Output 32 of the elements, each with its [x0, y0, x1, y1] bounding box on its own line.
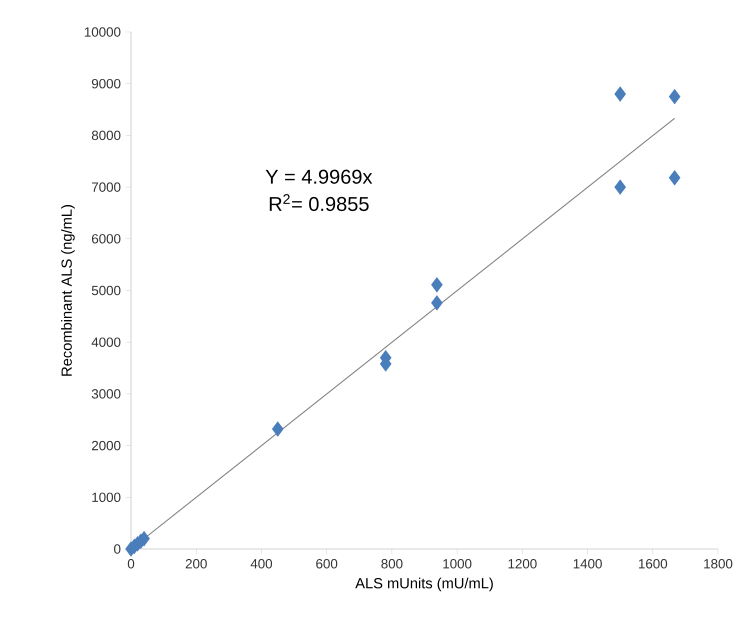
y-tick-label: 3000 [92, 389, 120, 399]
y-tick-label: 1000 [92, 492, 120, 502]
y-tick-label: 9000 [92, 78, 120, 88]
x-tick-label: 1600 [638, 559, 668, 568]
x-axis-title: ALS mUnits (mU/mL) [355, 578, 493, 592]
x-tick-label: 400 [250, 559, 272, 568]
point [614, 86, 626, 102]
point [668, 170, 680, 186]
point [431, 277, 443, 292]
y-tick-label: 6000 [92, 234, 120, 244]
point [614, 179, 626, 195]
point [431, 295, 443, 311]
annotation: Y = 4.9969x [266, 170, 372, 184]
y-axis-title: Recombinant ALS (ng/mL) [61, 205, 75, 376]
y-tick-label: 0 [114, 544, 120, 554]
y-tick-label: 10000 [84, 27, 120, 37]
y-tick-label: 7000 [92, 182, 120, 192]
x-tick-label: 1200 [508, 559, 537, 568]
annotation: R$^{2}$= 0.9855 [270, 194, 369, 212]
y-tick-label: 2000 [92, 440, 120, 450]
point [668, 89, 680, 104]
point [272, 421, 284, 437]
x-tick-label: 1800 [704, 559, 732, 568]
y-tick-label: 8000 [92, 130, 120, 140]
x-tick-label: 0 [128, 559, 134, 568]
x-tick-label: 600 [316, 559, 338, 568]
x-tick-label: 1000 [443, 559, 472, 568]
x-tick-label: 200 [186, 559, 207, 568]
y-tick-label: 5000 [92, 286, 120, 296]
y-tick-label: 4000 [92, 337, 120, 347]
x-tick-label: 800 [381, 559, 402, 568]
x-tick-label: 1400 [574, 559, 602, 568]
